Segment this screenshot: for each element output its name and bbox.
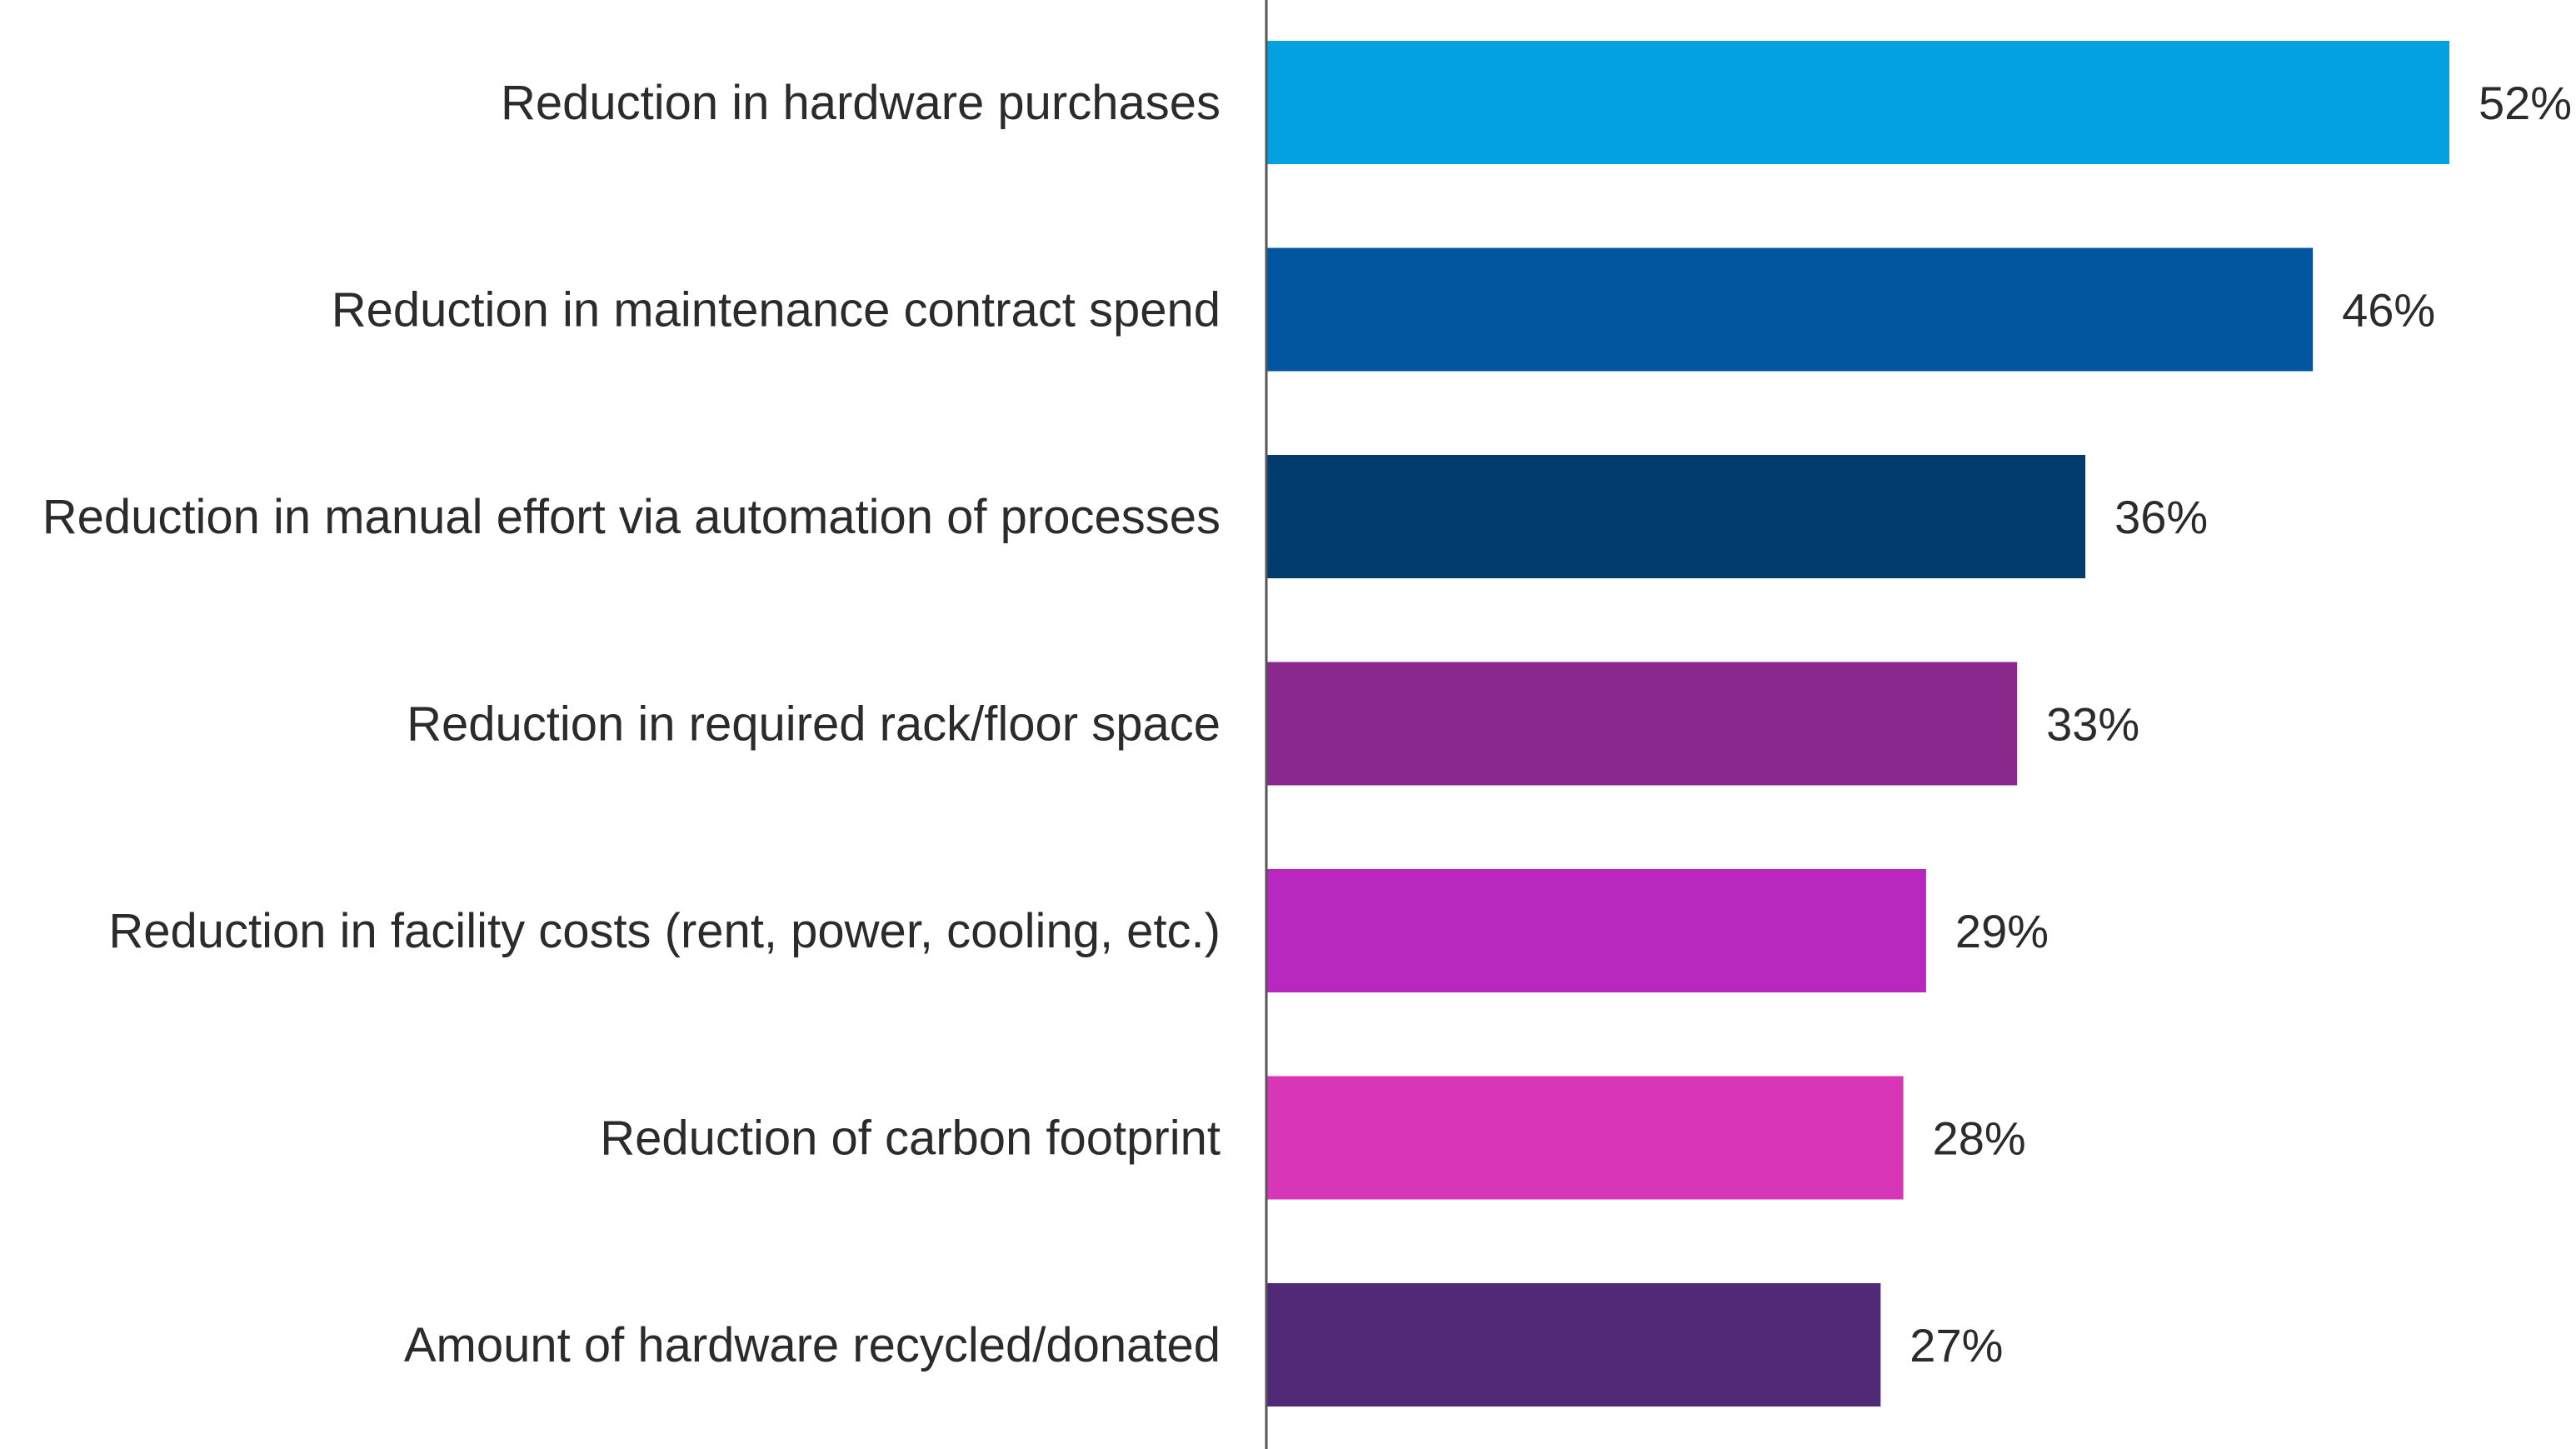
bars-layer [1266,41,2449,1407]
category-label: Reduction in required rack/floor space [407,697,1221,752]
category-label: Reduction in facility costs (rent, power… [108,904,1221,958]
value-label: 36% [2114,491,2208,543]
category-label: Reduction of carbon footprint [600,1112,1221,1166]
bar [1266,1076,1904,1200]
value-labels: 52% 46% 36% 33% 29% 28% 27% [1910,77,2572,1372]
value-label: 28% [1933,1112,2026,1165]
value-label: 46% [2342,284,2435,337]
bar [1266,41,2449,164]
value-label: 52% [2479,77,2572,129]
category-labels: Reduction in hardware purchases Reduction… [42,76,1221,1372]
bar [1266,869,1926,992]
bar [1266,662,2018,786]
category-label: Reduction in manual effort via automatio… [42,490,1221,544]
value-label: 29% [1955,905,2049,957]
category-label: Reduction in maintenance contract spend [332,283,1221,337]
category-label: Reduction in hardware purchases [501,76,1221,130]
bar [1266,455,2086,578]
category-label: Amount of hardware recycled/donated [404,1318,1221,1372]
value-label: 33% [2046,698,2139,751]
bar [1266,247,2314,372]
value-label: 27% [1910,1319,2003,1372]
bar [1266,1283,1881,1407]
